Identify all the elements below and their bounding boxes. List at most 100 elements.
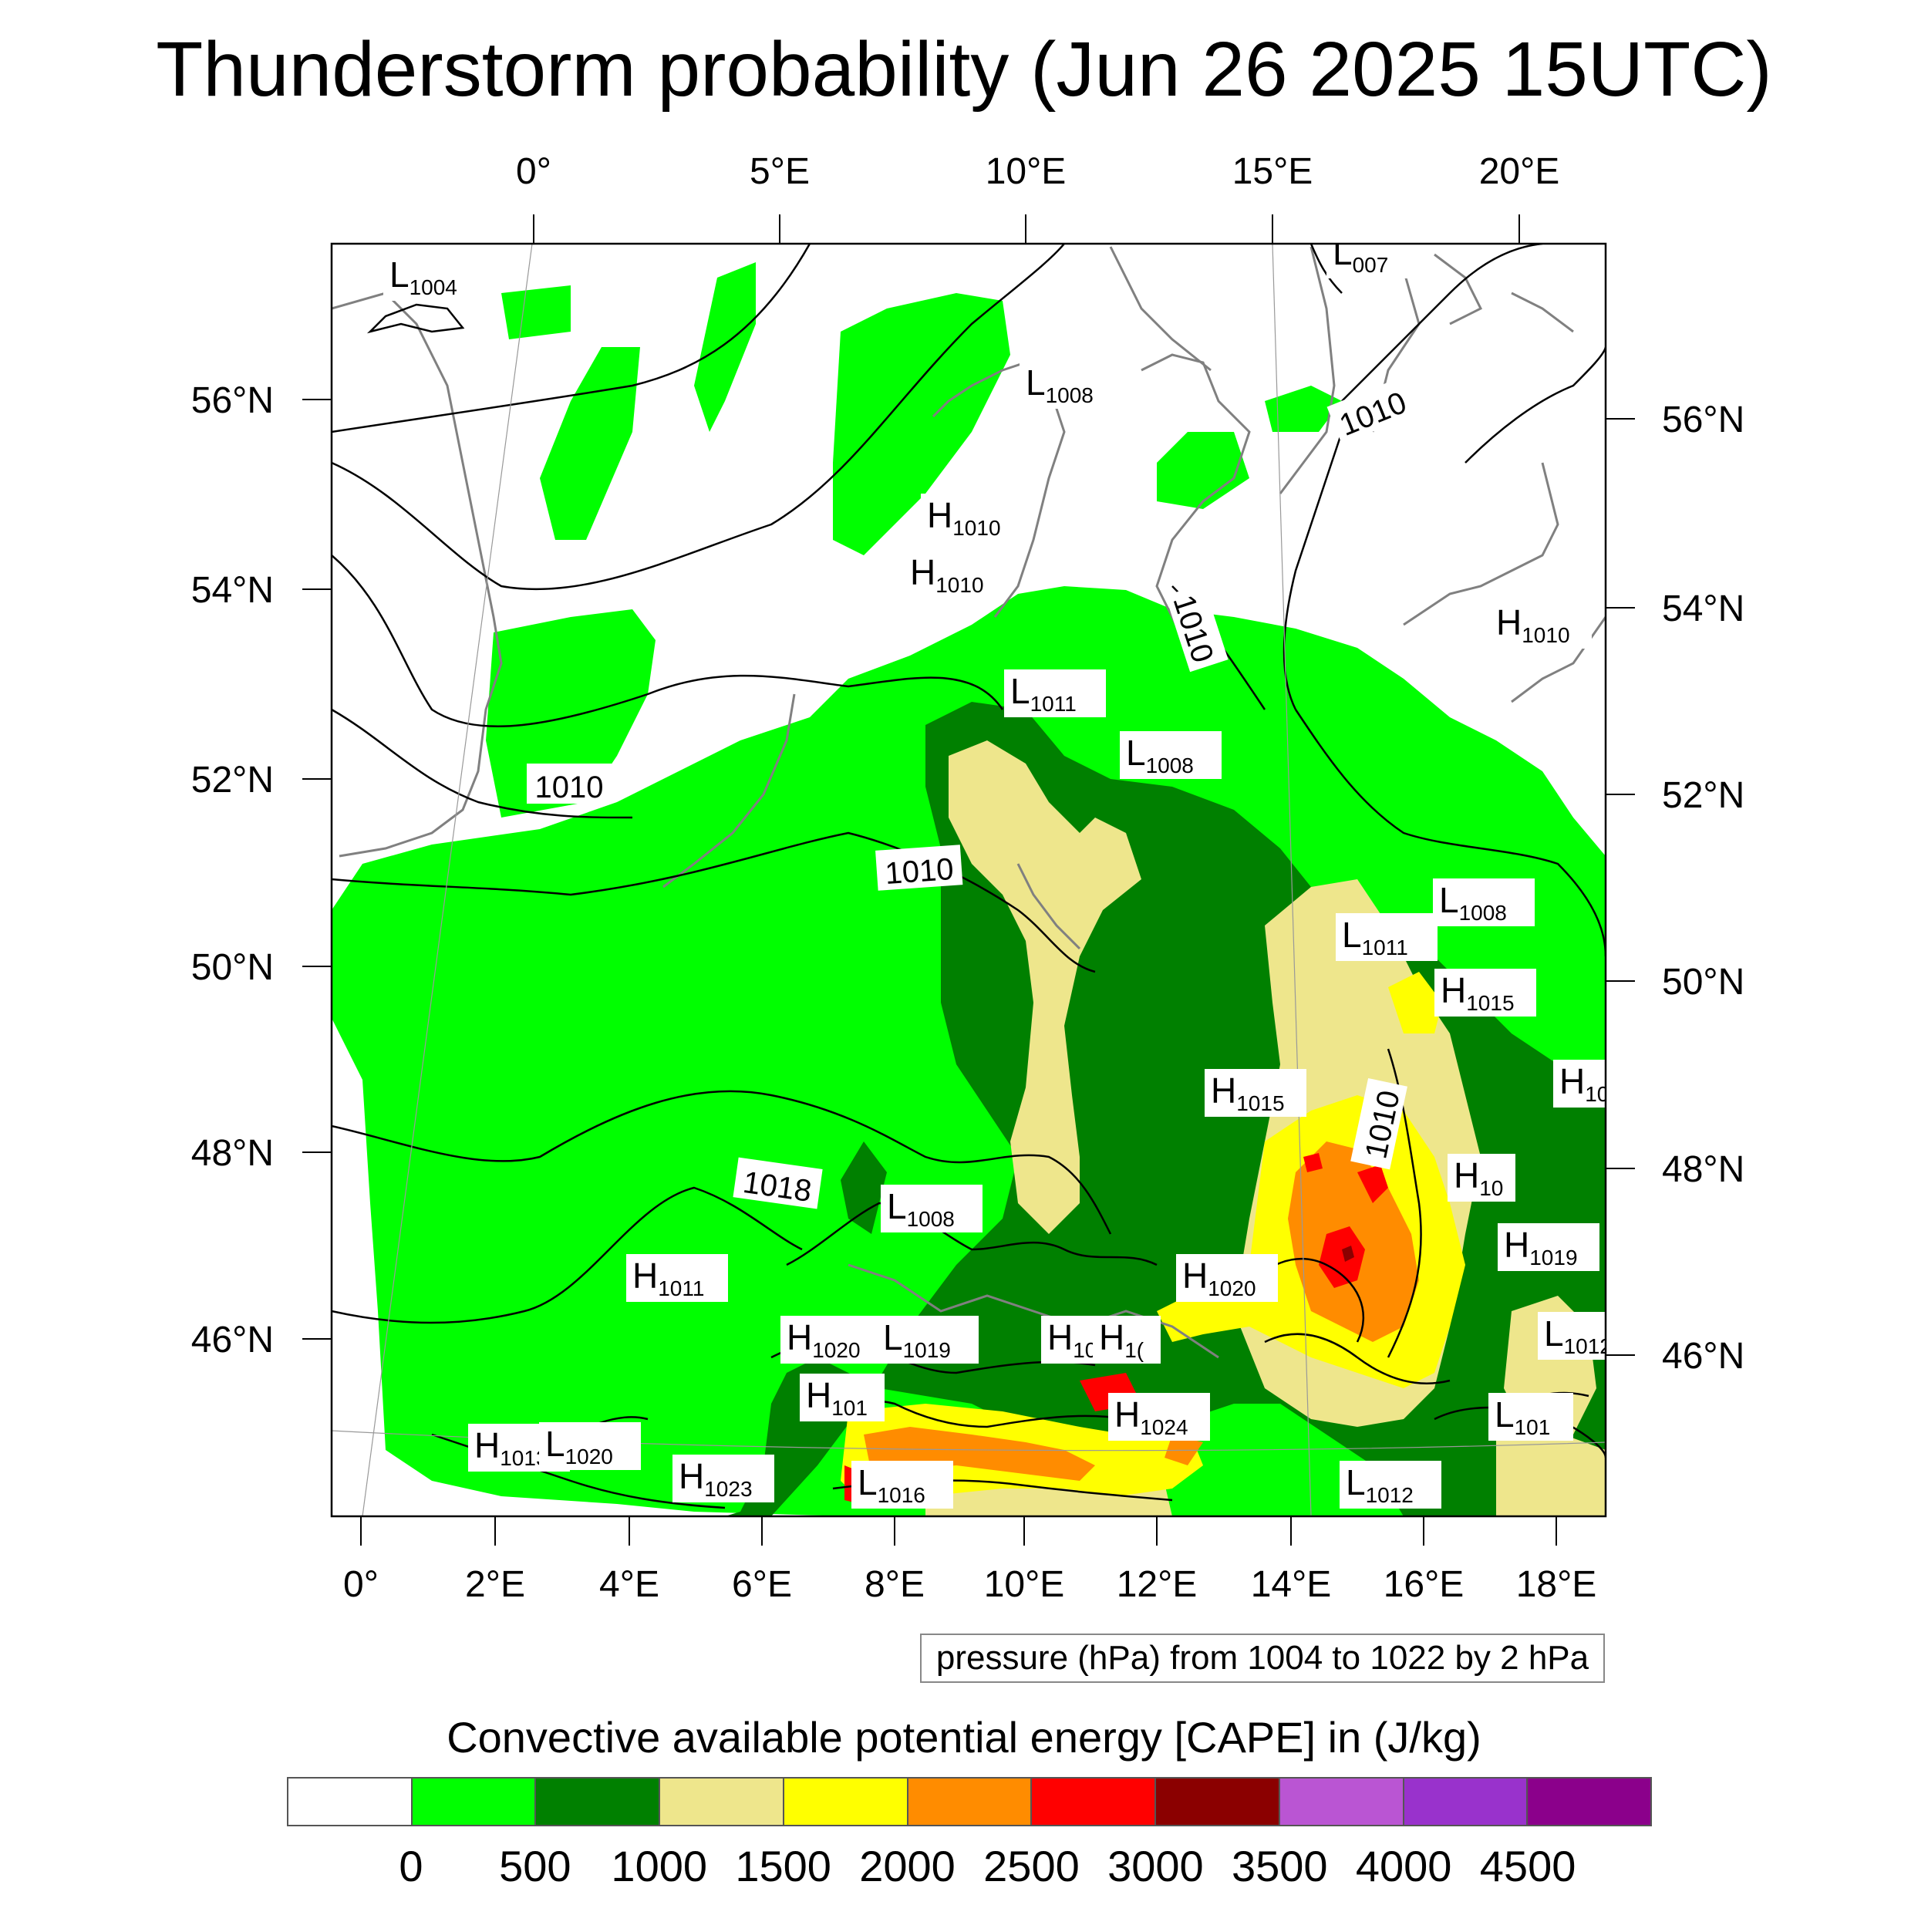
pressure-center: H1023 <box>672 1455 774 1502</box>
lon-label: 5°E <box>750 151 810 192</box>
contour-label: 1010 <box>535 770 604 804</box>
pressure-center-label: H1010 <box>927 495 1001 540</box>
pressure-center: L1008 <box>881 1185 983 1232</box>
top-lon-axis: 0° 5°E 10°E 15°E 20°E <box>516 151 1559 244</box>
colorbar-tick-label: 4000 <box>1355 1842 1452 1890</box>
colorbar-swatch <box>784 1779 908 1825</box>
pressure-center-label: H1( <box>1099 1317 1144 1362</box>
colorbar-tick-label: 3500 <box>1231 1842 1328 1890</box>
lat-label: 50°N <box>191 947 274 988</box>
map-frame <box>330 242 1607 1518</box>
colorbar-swatch <box>660 1779 784 1825</box>
colorbar-tick-label: 500 <box>499 1842 571 1890</box>
lat-label: 48°N <box>191 1133 274 1174</box>
colorbar-tick-label: 2500 <box>983 1842 1080 1890</box>
colorbar-swatch <box>1032 1779 1157 1825</box>
lat-label: 54°N <box>1662 588 1744 629</box>
left-lat-axis: 56°N 54°N 52°N 50°N 48°N 46°N <box>191 380 332 1360</box>
pressure-center: H1010 <box>1490 601 1592 649</box>
pressure-center: L1008 <box>1433 878 1535 926</box>
lon-label: 8°E <box>865 1564 925 1605</box>
lon-label: 6°E <box>732 1564 792 1605</box>
lon-label: 0° <box>343 1564 379 1605</box>
lat-label: 50°N <box>1662 962 1744 1003</box>
pressure-center: H1020 <box>780 1316 882 1364</box>
colorbar-swatch <box>1528 1779 1651 1825</box>
colorbar-tick-label: 2000 <box>859 1842 956 1890</box>
pressure-center: L1012 <box>1538 1312 1606 1360</box>
pressure-center: L1011 <box>1336 913 1438 961</box>
pressure-center: H1024 <box>1108 1393 1210 1441</box>
lon-label: 2°E <box>465 1564 525 1605</box>
lon-label: 18°E <box>1516 1564 1597 1605</box>
lon-label: 0° <box>516 151 551 192</box>
colorbar-tick-label: 1000 <box>611 1842 707 1890</box>
pressure-center: H1020 <box>1176 1254 1278 1302</box>
pressure-center: L1011 <box>1004 669 1106 717</box>
lon-label: 16°E <box>1384 1564 1465 1605</box>
pressure-center: L1004 <box>383 253 485 301</box>
lat-label: 48°N <box>1662 1149 1744 1190</box>
colorbar-title: Convective available potential energy [C… <box>447 1713 1481 1762</box>
map-title: Thunderstorm probability (Jun 26 2025 15… <box>156 26 1772 113</box>
pressure-contour-note: pressure (hPa) from 1004 to 1022 by 2 hP… <box>920 1634 1605 1683</box>
pressure-center-label: L1020 <box>545 1424 613 1468</box>
coastlines <box>332 246 1606 1359</box>
lat-label: 54°N <box>191 570 274 611</box>
lat-label: 56°N <box>1662 400 1744 440</box>
pressure-center: H1015 <box>1434 969 1536 1017</box>
pressure-center: L1008 <box>1120 731 1222 779</box>
colorbar-tick-label: 0 <box>399 1842 423 1890</box>
lon-label: 10°E <box>984 1564 1065 1605</box>
colorbar-tick-label: 1500 <box>735 1842 831 1890</box>
contour-label: 1010 <box>884 852 955 891</box>
pressure-center: L1012 <box>1340 1461 1441 1509</box>
colorbar-swatch <box>1404 1779 1529 1825</box>
colorbar-swatch <box>412 1779 537 1825</box>
colorbar-tick-label: 4500 <box>1479 1842 1576 1890</box>
pressure-center: H1017 <box>1553 1060 1606 1108</box>
colorbar-tick-labels: 0 500 1000 1500 2000 2500 3000 3500 4000 4500 <box>0 1839 1928 1893</box>
map-plot-area: 1010 1010 1010 1010 1018 1010 <box>332 232 1606 1516</box>
pressure-center: H1010 <box>921 494 1023 541</box>
pressure-centers: L1004L007L1008H1010H1010H1010L1011L1008L… <box>383 232 1606 1509</box>
pressure-center: H1015 <box>1205 1069 1306 1117</box>
colorbar-swatch <box>1156 1779 1280 1825</box>
lat-label: 46°N <box>191 1320 274 1360</box>
lat-label: 56°N <box>191 380 274 421</box>
lon-label: 12°E <box>1117 1564 1198 1605</box>
bottom-lon-axis: 0° 2°E 4°E 6°E 8°E 10°E 12°E 14°E 16°E 1… <box>343 1516 1596 1605</box>
cape-colorbar <box>287 1777 1652 1826</box>
pressure-center: L1016 <box>851 1461 953 1509</box>
colorbar-swatch <box>908 1779 1033 1825</box>
pressure-center: L1020 <box>539 1422 641 1470</box>
lon-label: 10°E <box>986 151 1067 192</box>
colorbar-swatch <box>288 1779 413 1825</box>
colorbar-swatch <box>536 1779 661 1825</box>
pressure-center: L007 <box>1326 232 1411 278</box>
lon-label: 15°E <box>1232 151 1313 192</box>
lon-label: 14°E <box>1251 1564 1332 1605</box>
cape-3000-3500-areas <box>1342 1246 1354 1262</box>
pressure-center: L101 <box>1488 1393 1573 1441</box>
pressure-center: H1( <box>1093 1316 1161 1364</box>
pressure-center: H101 <box>800 1374 885 1421</box>
pressure-center: L1019 <box>877 1316 979 1364</box>
lon-label: 20°E <box>1479 151 1560 192</box>
pressure-center: H10 <box>1448 1154 1515 1202</box>
right-lat-axis: 56°N 54°N 52°N 50°N 48°N 46°N <box>1606 400 1744 1377</box>
pressure-center: H1011 <box>626 1254 728 1302</box>
lat-label: 46°N <box>1662 1336 1744 1377</box>
pressure-center: H1019 <box>1498 1223 1599 1271</box>
contour-labels: 1010 1010 1010 1010 1018 1010 <box>527 376 1417 1209</box>
lat-label: 52°N <box>1662 775 1744 816</box>
colorbar-tick-label: 3000 <box>1107 1842 1204 1890</box>
pressure-center: L1008 <box>1020 361 1121 409</box>
lat-label: 52°N <box>191 760 274 801</box>
colorbar-swatch <box>1279 1779 1404 1825</box>
pressure-center-label: L007 <box>1333 232 1388 277</box>
pressure-center: H1013 <box>468 1424 570 1472</box>
pressure-center-label: L101 <box>1495 1394 1550 1439</box>
pressure-center: H1010 <box>904 551 1006 598</box>
